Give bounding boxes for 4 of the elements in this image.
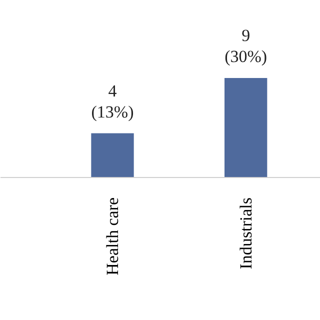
data-label: 4 (13%) [91, 81, 134, 122]
x-tick-label: Industrials [236, 197, 256, 270]
data-label: 9 (30%) [224, 26, 268, 66]
x-tick-label: Health care [103, 197, 122, 276]
